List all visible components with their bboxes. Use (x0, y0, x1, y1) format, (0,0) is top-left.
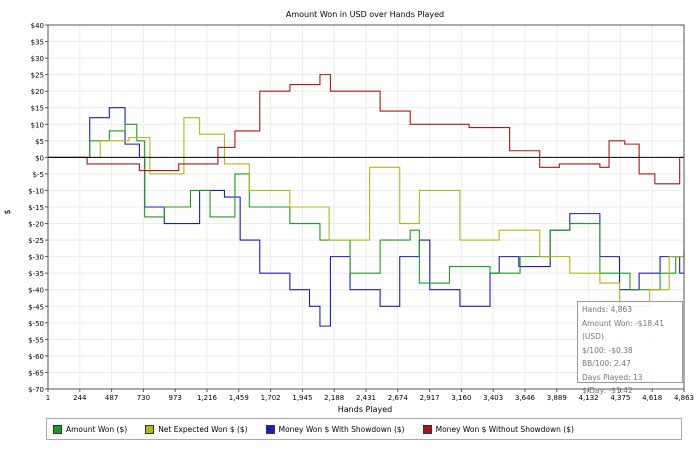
x-tick-label: 1,216 (197, 394, 218, 402)
legend-swatch (53, 424, 62, 434)
x-tick-label: 2,674 (388, 394, 409, 402)
series-line-1 (48, 117, 685, 307)
y-tick-label: $10 (31, 121, 44, 129)
x-tick-label: 2,917 (420, 394, 440, 402)
legend-swatch (422, 424, 432, 434)
tooltip-days-played: Days Played: 13 (582, 372, 643, 382)
y-tick-label: $-25 (28, 237, 44, 245)
chart-title: Amount Won in USD over Hands Played (286, 10, 444, 19)
plot-border (47, 24, 685, 390)
legend-item[interactable]: Money Won $ With Showdown ($) (265, 424, 405, 434)
x-tick-label: 4,132 (579, 394, 599, 402)
y-tick-label: $5 (35, 138, 44, 146)
legend-item[interactable]: Amount Won ($) (53, 424, 128, 434)
legend-swatch (265, 424, 275, 434)
y-tick-label: $40 (31, 22, 44, 30)
x-tick-label: 4,863 (674, 394, 694, 402)
y-tick-label: $-65 (28, 369, 44, 377)
legend-item[interactable]: Money Won $ Without Showdown ($) (422, 424, 574, 434)
legend-item[interactable]: Net Expected Won $ ($) (145, 424, 248, 434)
tooltip-per-day: $/Day: -$1.42 (582, 386, 633, 395)
y-tick-label: $-30 (28, 254, 44, 262)
y-tick-label: $20 (31, 88, 44, 96)
y-tick-label: $-70 (28, 386, 44, 394)
legend-label: Money Won $ Without Showdown ($) (435, 424, 574, 434)
y-tick-label: $-15 (28, 204, 44, 212)
legend-label: Amount Won ($) (66, 424, 128, 434)
x-tick-label: 1,945 (292, 394, 312, 402)
legend-swatch (145, 424, 155, 434)
y-tick-label: $35 (31, 39, 44, 47)
y-tick-label: $15 (31, 105, 44, 113)
series-line-3 (48, 74, 685, 185)
x-tick-label: 244 (73, 394, 87, 402)
x-tick-label: 3,646 (515, 394, 536, 402)
x-tick-label: 487 (105, 394, 118, 402)
y-tick-label: $-40 (28, 287, 44, 295)
y-tick-label: $-50 (28, 320, 44, 328)
y-tick-label: $30 (31, 55, 44, 63)
series-line-0 (48, 123, 685, 291)
chart-legend: Amount Won ($) Net Expected Won $ ($) Mone… (46, 418, 682, 440)
tooltip-hands: Hands: 4,863 (582, 305, 633, 314)
x-tick-label: 3,403 (483, 394, 503, 402)
x-tick-label: 1,459 (229, 394, 249, 402)
y-tick-label: $25 (31, 72, 44, 80)
x-tick-label: 730 (137, 394, 150, 402)
tooltip-amount-won: Amount Won: -$18.41 (USD) (582, 318, 665, 342)
x-tick-label: 1 (46, 394, 50, 402)
y-tick-label: $-10 (28, 187, 44, 195)
x-tick-label: 3,889 (547, 394, 567, 402)
legend-label: Net Expected Won $ ($) (158, 424, 248, 434)
y-tick-label: $-35 (28, 270, 44, 278)
x-tick-label: 2,431 (356, 394, 376, 402)
tooltip-bb-per-100: BB/100: 2.47 (582, 359, 631, 368)
y-tick-label: $-55 (28, 336, 44, 344)
line-chart: Amount Won in USD over Hands Played P KE… (3, 10, 694, 414)
x-tick-label: 4,618 (642, 394, 662, 402)
legend-label: Money Won $ With Showdown ($) (278, 424, 405, 434)
x-tick-label: 973 (169, 394, 182, 402)
y-tick-label: $-20 (28, 221, 44, 229)
summary-tooltip: Hands: 4,863 Amount Won: -$18.41 (USD) $… (577, 301, 683, 395)
tooltip-per-100: $/100: -$0.38 (582, 345, 633, 355)
y-tick-label: $-45 (28, 303, 44, 311)
y-tick-label: $-5 (33, 171, 44, 179)
y-tick-label: $-60 (28, 353, 44, 361)
x-tick-label: 3,160 (451, 394, 471, 402)
x-tick-label: 4,375 (610, 394, 630, 402)
x-tick-label: 2,188 (324, 394, 344, 402)
x-axis-label: Hands Played (338, 405, 392, 414)
y-axis-label: $ (3, 209, 12, 214)
x-tick-label: 1,702 (261, 394, 281, 402)
y-tick-label: $0 (35, 154, 44, 162)
